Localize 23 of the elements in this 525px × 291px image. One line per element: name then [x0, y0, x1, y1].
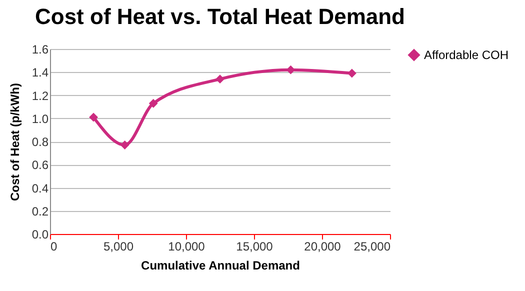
y-tick-label: 1.4: [32, 66, 49, 80]
y-tick-label: 0.6: [32, 158, 49, 172]
chart-title: Cost of Heat vs. Total Heat Demand: [35, 4, 405, 29]
y-tick-label: 0.4: [32, 181, 49, 196]
x-tick-label: 20,000: [304, 240, 342, 254]
y-tick-label: 1.6: [32, 42, 49, 56]
x-tick-label: 5,000: [103, 240, 134, 254]
x-axis-title: Cumulative Annual Demand: [141, 258, 300, 272]
point: [148, 98, 158, 108]
point: [120, 140, 130, 150]
point: [216, 74, 224, 84]
x-tick-label: 0: [50, 240, 58, 254]
x-tick-label: 15,000: [236, 240, 274, 254]
y-tick-label: 1.0: [32, 112, 49, 126]
legend-label: Affordable COH: [424, 48, 508, 62]
y-tick-label: 1.2: [32, 88, 49, 103]
y-tick-label: 0.2: [32, 204, 49, 218]
y-axis-title: Cost of Heat (p/kWh): [8, 83, 22, 201]
point: [89, 112, 98, 122]
y-tick-label: 0.8: [32, 135, 49, 149]
y-tick-label: 0.0: [32, 228, 49, 242]
x-tick-label: 10,000: [168, 240, 206, 254]
x-tick-label: 25,000: [354, 240, 391, 254]
